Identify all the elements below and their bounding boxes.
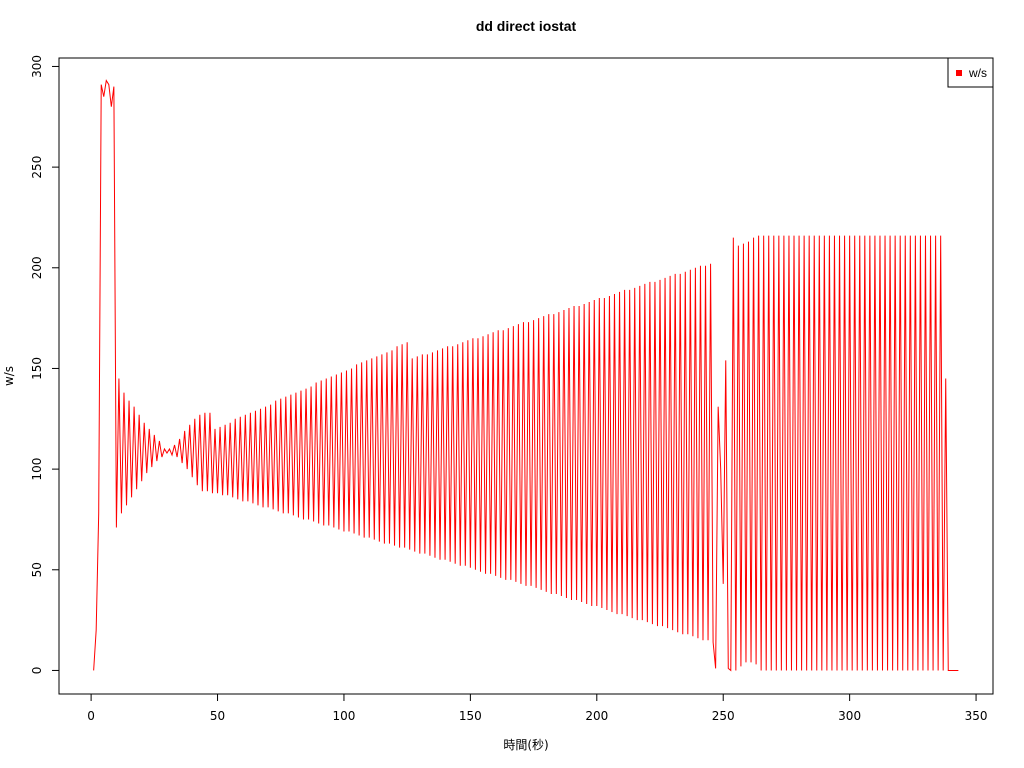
- y-tick-label: 200: [30, 256, 44, 279]
- x-tick-label: 350: [965, 709, 988, 723]
- x-tick-label: 50: [210, 709, 225, 723]
- y-tick-label: 50: [30, 562, 44, 577]
- x-tick-label: 100: [333, 709, 356, 723]
- x-tick-label: 250: [712, 709, 735, 723]
- y-tick-label: 300: [30, 55, 44, 78]
- legend-label: w/s: [968, 66, 987, 80]
- legend-swatch: [956, 70, 962, 76]
- y-tick-label: 0: [30, 667, 44, 675]
- y-tick-label: 250: [30, 156, 44, 179]
- x-tick-label: 300: [838, 709, 861, 723]
- y-tick-label: 100: [30, 458, 44, 481]
- chart-title: dd direct iostat: [476, 18, 577, 34]
- x-tick-label: 0: [87, 709, 95, 723]
- x-tick-label: 150: [459, 709, 482, 723]
- x-tick-label: 200: [585, 709, 608, 723]
- y-axis-label: w/s: [2, 366, 16, 386]
- data-line: [93, 79, 959, 672]
- x-axis-label: 時間(秒): [503, 738, 548, 752]
- y-tick-label: 150: [30, 357, 44, 380]
- legend-box: [947, 57, 994, 88]
